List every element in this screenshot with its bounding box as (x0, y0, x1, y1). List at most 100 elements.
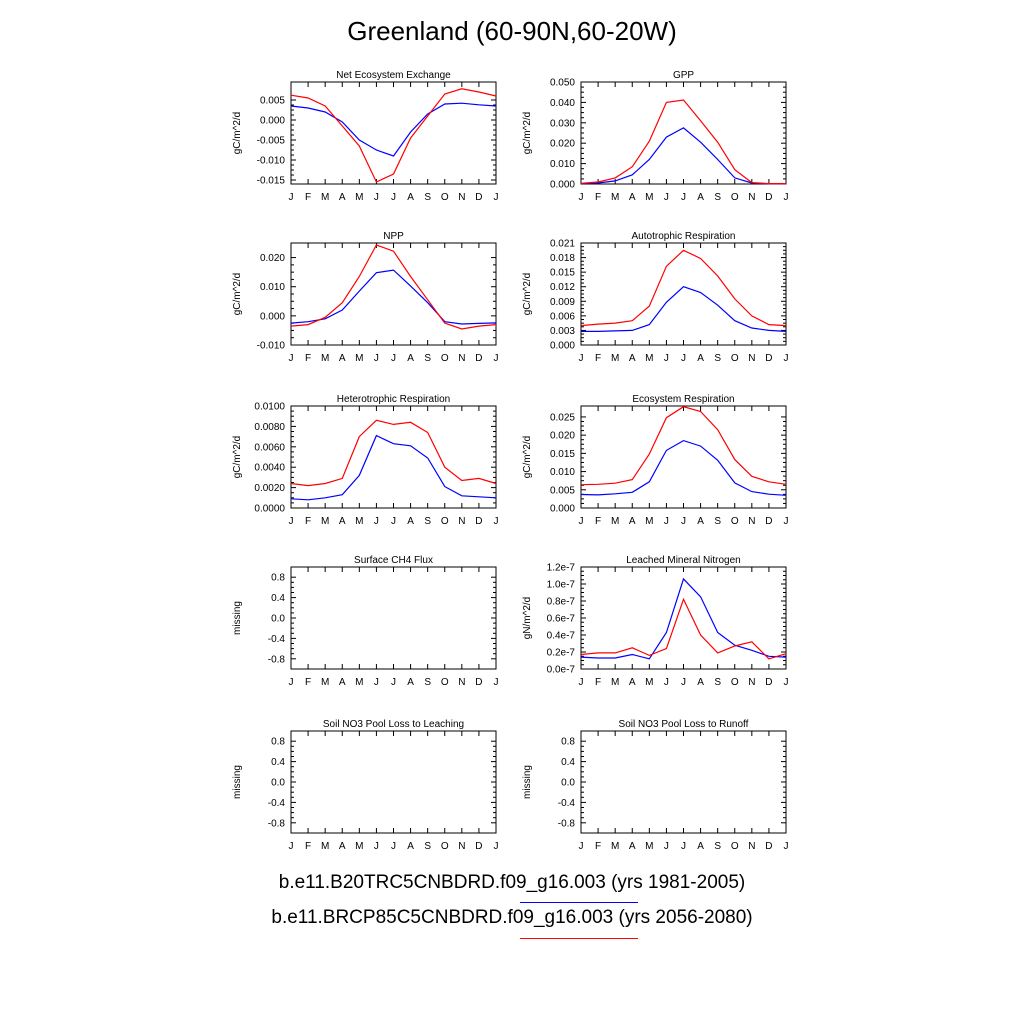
chart5-xtick-label: N (748, 516, 755, 527)
chart4-series-1 (290, 419, 497, 487)
chart9-xtick-label: O (731, 841, 739, 852)
chart5-ytick-label: 0.015 (550, 449, 575, 460)
chart1-frame (580, 81, 787, 185)
chart9-xtick-label: J (784, 841, 789, 852)
chart4-xtick-label: J (494, 516, 499, 527)
chart8-xtick-label: M (355, 841, 363, 852)
chart6-xtick-label: O (441, 677, 449, 688)
chart0-xtick-label: F (305, 192, 311, 203)
chart0-xtick-label: M (321, 192, 329, 203)
chart2-xtick-label: O (441, 353, 449, 364)
chart5-ytick-label: 0.010 (550, 467, 575, 478)
chart7-xtick-label: S (714, 677, 721, 688)
chart9-xtick-label: F (595, 841, 601, 852)
chart0-xtick-label: A (407, 192, 414, 203)
chart7-xtick-label: A (697, 677, 704, 688)
chart2-title: NPP (383, 231, 404, 242)
chart4-frame (290, 405, 497, 509)
chart1-xtick-label: J (664, 192, 669, 203)
chart8-xtick-label: N (458, 841, 465, 852)
chart7-ylabel: gN/m^2/d (522, 597, 533, 640)
chart6-xtick-label: J (374, 677, 379, 688)
chart1-xtick-label: O (731, 192, 739, 203)
chart1-ytick-label: 0.050 (550, 78, 575, 89)
chart0-ytick-label: -0.010 (257, 156, 286, 167)
chart5-xtick-label: A (629, 516, 636, 527)
chart6-xtick-label: M (321, 677, 329, 688)
chart4-xtick-label: M (321, 516, 329, 527)
chart0-xtick-label: J (494, 192, 499, 203)
chart1-xtick-label: S (714, 192, 721, 203)
chart3-ytick-label: 0.021 (550, 239, 575, 250)
chart8-xtick-label: F (305, 841, 311, 852)
chart6-ytick-label: -0.8 (268, 654, 286, 665)
chart3-ytick-label: 0.006 (550, 311, 575, 322)
chart5-series-0 (580, 439, 787, 496)
chart8-ytick-label: 0.0 (271, 778, 285, 789)
chart6-xtick-label: D (475, 677, 482, 688)
chart4-series-0 (290, 434, 497, 501)
chart3-title: Autotrophic Respiration (632, 231, 736, 242)
chart1-series-1 (580, 99, 786, 185)
chart0-ytick-label: 0.005 (260, 96, 285, 107)
chart4-xtick-label: J (289, 516, 294, 527)
chart0-series-0 (290, 102, 497, 157)
chart1-xtick-label: J (784, 192, 789, 203)
chart9-ytick-label: 0.8 (561, 737, 575, 748)
chart2-xtick-label: J (494, 353, 499, 364)
chart9-xtick-label: J (681, 841, 686, 852)
chart9-ytick-label: 0.4 (561, 757, 575, 768)
chart6-xtick-label: F (305, 677, 311, 688)
chart3-ytick-label: 0.009 (550, 297, 575, 308)
chart0-xtick-label: D (475, 192, 482, 203)
chart5-xtick-label: J (784, 516, 789, 527)
chart4-xtick-label: S (424, 516, 431, 527)
chart0-xtick-label: O (441, 192, 449, 203)
chart3-xtick-label: N (748, 353, 755, 364)
chart6-ytick-label: 0.0 (271, 614, 285, 625)
chart8-xtick-label: M (321, 841, 329, 852)
chart3-xtick-label: J (664, 353, 669, 364)
chart9-xtick-label: A (629, 841, 636, 852)
chart3-xtick-label: J (784, 353, 789, 364)
chart9-ytick-label: -0.4 (558, 798, 576, 809)
chart6-frame (290, 566, 497, 670)
chart1-xtick-label: M (611, 192, 619, 203)
chart9-frame (580, 730, 787, 834)
legend-label-case2: b.e11.BRCP85C5CNBDRD.f09_g16.003 (yrs 20… (271, 907, 753, 928)
chart7-series-0 (580, 577, 787, 660)
chart2-xtick-label: D (475, 353, 482, 364)
chart2-xtick-label: A (339, 353, 346, 364)
chart9-xtick-label: J (664, 841, 669, 852)
chart5-xtick-label: M (611, 516, 619, 527)
chart4-ytick-label: 0.0040 (254, 463, 285, 474)
chart6-ytick-label: 0.8 (271, 573, 285, 584)
chart0-title: Net Ecosystem Exchange (336, 70, 451, 81)
chart6-xtick-label: M (355, 677, 363, 688)
chart4-xtick-label: F (305, 516, 311, 527)
chart2-xtick-label: N (458, 353, 465, 364)
chart9-xtick-label: A (697, 841, 704, 852)
chart5-title: Ecosystem Respiration (632, 394, 734, 405)
chart7-frame (580, 566, 787, 670)
chart3-ytick-label: 0.015 (550, 268, 575, 279)
chart2-series-0 (290, 269, 497, 325)
chart4-ylabel: gC/m^2/d (232, 436, 243, 479)
chart7-ytick-label: 0.2e-7 (547, 648, 576, 659)
chart8-xtick-label: J (494, 841, 499, 852)
chart9-xtick-label: D (765, 841, 772, 852)
chart1-ytick-label: 0.030 (550, 118, 575, 129)
chart8-xtick-label: A (407, 841, 414, 852)
chart6-ytick-label: -0.4 (268, 634, 286, 645)
chart1-xtick-label: N (748, 192, 755, 203)
chart8-xtick-label: O (441, 841, 449, 852)
chart2-xtick-label: J (374, 353, 379, 364)
legend-swatch-case2 (520, 938, 638, 939)
figure-title: Greenland (60-90N,60-20W) (347, 16, 677, 46)
chart3-xtick-label: D (765, 353, 772, 364)
chart0-ytick-label: 0.000 (260, 116, 285, 127)
chart5-xtick-label: A (697, 516, 704, 527)
chart8-title: Soil NO3 Pool Loss to Leaching (323, 719, 464, 730)
chart8-ytick-label: -0.8 (268, 818, 286, 829)
chart7-xtick-label: M (645, 677, 653, 688)
